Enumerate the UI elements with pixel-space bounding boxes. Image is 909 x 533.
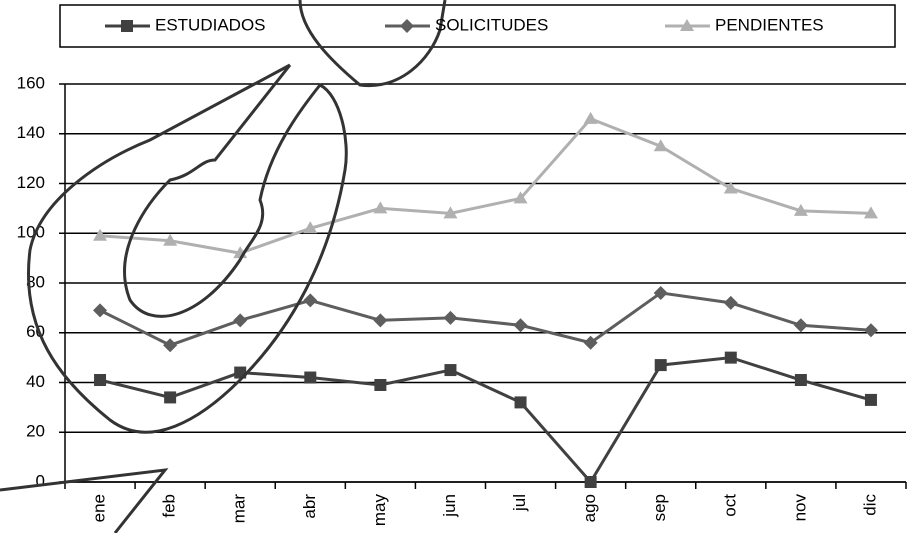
- marker: [233, 313, 248, 328]
- marker: [163, 338, 178, 353]
- marker: [513, 318, 528, 333]
- marker: [863, 206, 878, 219]
- x-tick-label: jul: [510, 494, 529, 512]
- marker: [864, 393, 877, 406]
- series-line: [99, 291, 872, 347]
- legend-box: [59, 4, 896, 48]
- legend-label: PENDIENTES: [715, 15, 824, 34]
- marker: [583, 335, 598, 350]
- marker: [93, 303, 108, 318]
- x-tick-label: may: [370, 494, 389, 527]
- x-tick-label: dic: [860, 494, 879, 516]
- y-tick-label: 20: [26, 422, 45, 441]
- marker: [513, 191, 528, 204]
- marker: [93, 228, 108, 241]
- marker: [163, 233, 178, 246]
- legend-marker: [121, 20, 133, 32]
- marker: [374, 378, 387, 391]
- marker: [303, 293, 318, 308]
- y-tick-label: 40: [26, 372, 45, 391]
- x-tick-label: abr: [300, 494, 319, 519]
- marker: [94, 374, 107, 387]
- y-tick-label: 0: [36, 471, 45, 490]
- x-tick-label: sep: [650, 494, 669, 521]
- series-line: [99, 117, 872, 255]
- series-line: [99, 356, 872, 485]
- marker: [723, 181, 738, 194]
- doodle: [27, 63, 348, 434]
- marker: [653, 139, 668, 152]
- marker: [373, 201, 388, 214]
- x-tick-label: nov: [790, 494, 809, 522]
- y-tick-label: 100: [17, 223, 45, 242]
- marker: [794, 374, 807, 387]
- legend-marker: [680, 19, 694, 31]
- marker: [443, 310, 458, 325]
- doodles: [0, 0, 447, 533]
- marker: [583, 111, 598, 124]
- x-tick-label: jun: [440, 494, 459, 518]
- marker: [373, 313, 388, 328]
- y-tick-label: 140: [17, 123, 45, 142]
- x-tick-label: oct: [720, 494, 739, 517]
- marker: [723, 295, 738, 310]
- x-tick-label: feb: [160, 494, 179, 518]
- doodle: [0, 468, 169, 533]
- marker: [793, 203, 808, 216]
- x-tick-label: mar: [230, 494, 249, 524]
- y-tick-label: 160: [17, 73, 45, 92]
- legend-marker: [400, 19, 414, 33]
- doodle: [298, 0, 447, 88]
- marker: [164, 391, 177, 404]
- legend-label: SOLICITUDES: [435, 15, 548, 34]
- legend-label: ESTUDIADOS: [155, 15, 266, 34]
- marker: [444, 364, 457, 377]
- y-tick-label: 120: [17, 173, 45, 192]
- marker: [304, 371, 317, 384]
- marker: [724, 351, 737, 364]
- marker: [514, 396, 527, 409]
- marker: [654, 359, 667, 372]
- marker: [584, 476, 597, 488]
- marker: [653, 285, 668, 300]
- x-tick-label: ene: [90, 494, 109, 522]
- marker: [863, 323, 878, 338]
- y-tick-label: 80: [26, 272, 45, 291]
- marker: [443, 206, 458, 219]
- marker: [793, 318, 808, 333]
- marker: [303, 221, 318, 234]
- x-tick-label: ago: [580, 494, 599, 522]
